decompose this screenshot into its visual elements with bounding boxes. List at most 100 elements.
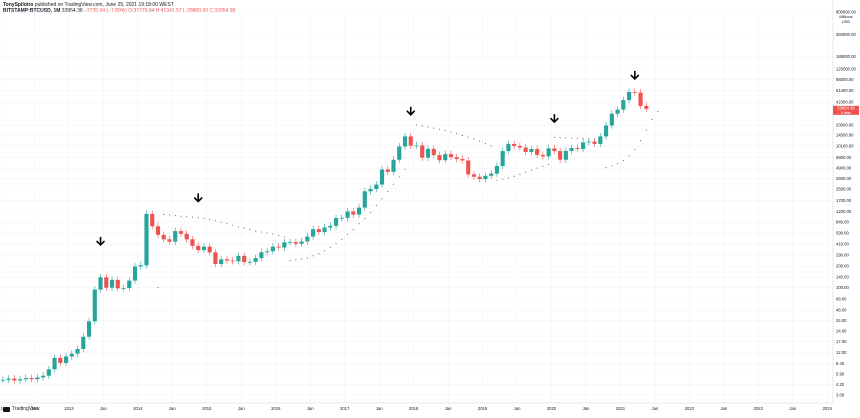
- candle-body[interactable]: [190, 239, 195, 246]
- candle-body[interactable]: [552, 148, 557, 152]
- candle-body[interactable]: [437, 155, 442, 161]
- candle-body[interactable]: [109, 279, 115, 288]
- candle-body[interactable]: [155, 226, 161, 235]
- candle-body[interactable]: [253, 258, 258, 262]
- candle-body[interactable]: [12, 378, 17, 381]
- candle-body[interactable]: [592, 141, 597, 144]
- candle-body[interactable]: [98, 277, 103, 290]
- candle-body[interactable]: [368, 189, 373, 192]
- candle-body[interactable]: [454, 157, 459, 160]
- candle-body[interactable]: [115, 279, 120, 289]
- candle-body[interactable]: [477, 176, 482, 180]
- candle-body[interactable]: [425, 148, 431, 158]
- candle-body[interactable]: [75, 348, 80, 354]
- candle-body[interactable]: [374, 184, 379, 190]
- candle-body[interactable]: [270, 246, 275, 252]
- candle-body[interactable]: [397, 146, 402, 160]
- candle-body[interactable]: [512, 143, 517, 146]
- candle-body[interactable]: [448, 154, 454, 158]
- candle-body[interactable]: [581, 142, 586, 150]
- candle-body[interactable]: [546, 148, 551, 157]
- candle-body[interactable]: [184, 233, 189, 240]
- candle-body[interactable]: [299, 241, 304, 244]
- candle-body[interactable]: [224, 259, 229, 261]
- candle-body[interactable]: [575, 148, 580, 150]
- candle-body[interactable]: [167, 239, 172, 242]
- symbol-label[interactable]: BITSTAMP:BTCUSD, 1M: [3, 8, 61, 14]
- candle-body[interactable]: [81, 336, 86, 349]
- candle-body[interactable]: [196, 245, 201, 251]
- candle-body[interactable]: [58, 357, 63, 363]
- candle-body[interactable]: [219, 259, 224, 264]
- candle-body[interactable]: [471, 174, 477, 177]
- tradingview-watermark[interactable]: TradingView: [3, 406, 40, 412]
- candle-body[interactable]: [247, 261, 252, 263]
- candle-body[interactable]: [259, 252, 264, 259]
- candle-body[interactable]: [586, 141, 591, 143]
- candle-body[interactable]: [356, 207, 362, 215]
- candle-body[interactable]: [604, 125, 609, 137]
- candle-body[interactable]: [402, 136, 408, 147]
- candle-body[interactable]: [150, 213, 155, 227]
- candle-body[interactable]: [63, 356, 69, 363]
- candle-body[interactable]: [345, 211, 350, 218]
- candle-body[interactable]: [276, 246, 281, 248]
- candle-body[interactable]: [489, 173, 494, 176]
- candle-body[interactable]: [35, 377, 40, 380]
- candle-body[interactable]: [483, 175, 488, 180]
- candle-body[interactable]: [494, 166, 499, 174]
- candle-body[interactable]: [517, 145, 522, 148]
- candle-body[interactable]: [23, 378, 28, 380]
- candle-body[interactable]: [132, 266, 138, 281]
- candle-body[interactable]: [420, 145, 425, 158]
- candle-body[interactable]: [41, 375, 46, 378]
- candle-body[interactable]: [644, 105, 649, 109]
- candle-body[interactable]: [127, 280, 132, 289]
- candle-body[interactable]: [569, 148, 574, 151]
- candle-body[interactable]: [500, 151, 505, 167]
- candle-body[interactable]: [46, 369, 51, 376]
- candle-body[interactable]: [138, 265, 143, 267]
- candle-body[interactable]: [29, 378, 34, 380]
- candle-body[interactable]: [460, 159, 465, 161]
- candle-body[interactable]: [615, 109, 620, 114]
- candle-body[interactable]: [201, 246, 207, 251]
- candle-body[interactable]: [282, 242, 287, 248]
- candle-body[interactable]: [230, 260, 235, 262]
- candle-body[interactable]: [563, 150, 568, 160]
- candle-body[interactable]: [121, 288, 126, 289]
- candle-body[interactable]: [242, 255, 247, 263]
- candle-body[interactable]: [506, 143, 511, 152]
- candle-body[interactable]: [305, 236, 310, 242]
- candle-body[interactable]: [178, 231, 184, 234]
- candle-body[interactable]: [92, 289, 97, 322]
- candle-body[interactable]: [236, 255, 241, 262]
- candle-body[interactable]: [328, 225, 333, 228]
- candle-body[interactable]: [379, 169, 385, 185]
- candle-body[interactable]: [431, 148, 436, 156]
- candle-body[interactable]: [293, 242, 298, 244]
- candle-body[interactable]: [391, 159, 396, 172]
- candle-body[interactable]: [173, 231, 178, 242]
- candle-body[interactable]: [52, 357, 57, 370]
- candle-body[interactable]: [339, 217, 344, 219]
- candle-body[interactable]: [529, 149, 534, 152]
- candle-body[interactable]: [213, 252, 218, 264]
- candle-body[interactable]: [144, 213, 149, 266]
- candle-body[interactable]: [316, 229, 321, 232]
- candle-body[interactable]: [558, 151, 563, 160]
- candle-body[interactable]: [288, 242, 293, 244]
- candle-body[interactable]: [311, 229, 316, 237]
- candle-body[interactable]: [523, 147, 528, 152]
- candle-body[interactable]: [161, 234, 166, 240]
- candle-body[interactable]: [609, 113, 614, 126]
- candle-body[interactable]: [207, 246, 212, 253]
- author-name[interactable]: TonySpilotro: [3, 2, 34, 8]
- candle-body[interactable]: [351, 211, 356, 215]
- candle-body[interactable]: [466, 160, 471, 175]
- candle-body[interactable]: [322, 227, 327, 232]
- candle-body[interactable]: [632, 91, 637, 93]
- candle-body[interactable]: [626, 91, 632, 101]
- candle-body[interactable]: [638, 92, 643, 106]
